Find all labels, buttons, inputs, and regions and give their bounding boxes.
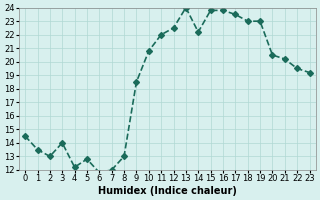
X-axis label: Humidex (Indice chaleur): Humidex (Indice chaleur): [98, 186, 237, 196]
